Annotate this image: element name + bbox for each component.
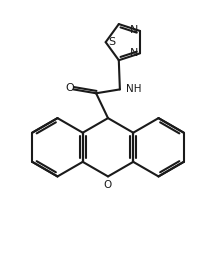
Text: NH: NH (126, 84, 141, 94)
Text: N: N (130, 25, 138, 35)
Text: N: N (130, 48, 138, 58)
Text: O: O (104, 180, 112, 190)
Text: S: S (108, 37, 115, 47)
Text: O: O (66, 83, 75, 93)
